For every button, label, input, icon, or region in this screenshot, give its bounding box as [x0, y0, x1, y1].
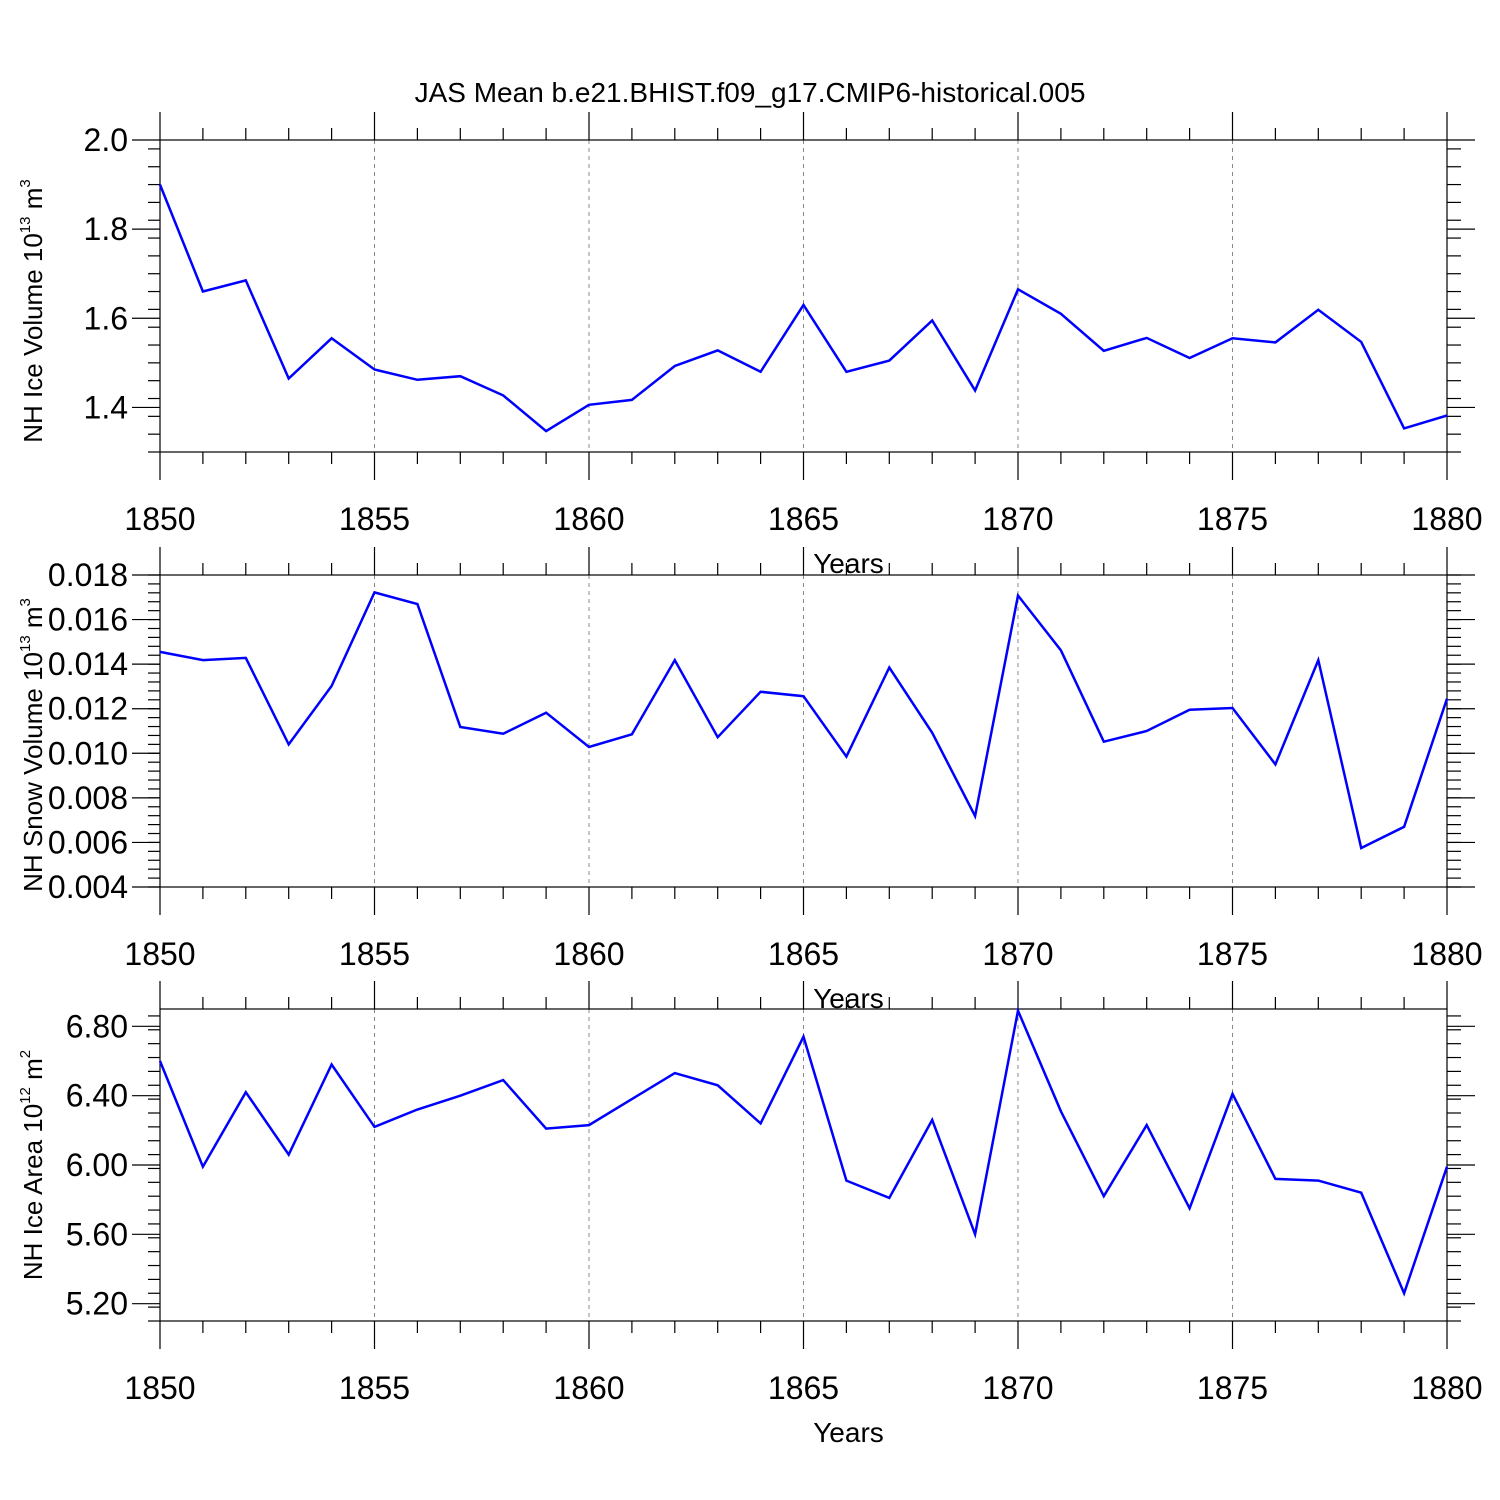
nh-ice-volume-series-line [158, 184, 1448, 433]
y-axis-label: NH Ice Volume 1013 m3 [17, 179, 48, 442]
x-tick-label: 1870 [982, 1370, 1053, 1406]
x-axis-label: Years [813, 548, 884, 579]
nh-snow-volume-panel: 1850 1855 1860 1865 1870 1875 1880 0.004 0.006 0.… [17, 547, 1483, 1014]
y-tick-label: 0.008 [48, 780, 128, 816]
x-tick-label: 1860 [553, 501, 624, 537]
x-tick-label: 1875 [1197, 936, 1268, 972]
nh-ice-area-series-line [158, 1006, 1449, 1297]
x-tick-label: 1875 [1197, 501, 1268, 537]
y-tick-label: 0.014 [48, 646, 128, 682]
y-tick-label: 6.80 [66, 1008, 128, 1044]
x-tick-label: 1850 [124, 936, 195, 972]
x-tick-label: 1880 [1411, 501, 1482, 537]
x-tick-label: 1860 [553, 936, 624, 972]
nh-snow-volume-series-line [159, 590, 1449, 850]
y-axis-label: NH Ice Area 1012 m2 [17, 1050, 48, 1280]
y-tick-label: 6.40 [66, 1078, 128, 1114]
x-tick-label: 1870 [982, 501, 1053, 537]
x-tick-label: 1880 [1411, 936, 1482, 972]
nh-ice-area-panel: 1850 1855 1860 1865 1870 1875 1880 5.20 5.60 6.00… [17, 981, 1483, 1448]
x-tick-label: 1855 [339, 1370, 410, 1406]
x-tick-label: 1860 [553, 1370, 624, 1406]
x-tick-label: 1850 [124, 1370, 195, 1406]
y-tick-label: 0.006 [48, 824, 128, 860]
y-tick-label: 2.0 [84, 122, 128, 158]
y-tick-label: 0.016 [48, 602, 128, 638]
y-tick-label: 5.20 [66, 1286, 128, 1322]
y-tick-label: 5.60 [66, 1216, 128, 1252]
x-tick-label: 1855 [339, 936, 410, 972]
y-tick-label: 0.004 [48, 869, 128, 905]
y-tick-label: 6.00 [66, 1147, 128, 1183]
x-axis-label: Years [813, 1417, 884, 1448]
y-tick-label: 1.8 [84, 211, 128, 247]
x-tick-label: 1880 [1411, 1370, 1482, 1406]
x-tick-label: 1870 [982, 936, 1053, 972]
panels: 1850 1855 1860 1865 1870 1875 1880 1.4 1.6 1.8 2.0… [17, 112, 1483, 1448]
y-tick-label: 0.010 [48, 735, 128, 771]
y-tick-label: 0.018 [48, 557, 128, 593]
x-tick-label: 1875 [1197, 1370, 1268, 1406]
x-tick-label: 1865 [768, 501, 839, 537]
x-tick-label: 1865 [768, 1370, 839, 1406]
y-axis-label: NH Snow Volume 1013 m3 [17, 598, 48, 892]
y-tick-label: 0.012 [48, 691, 128, 727]
nh-ice-volume-panel: 1850 1855 1860 1865 1870 1875 1880 1.4 1.6 1.8 2.0… [17, 112, 1483, 579]
x-tick-label: 1865 [768, 936, 839, 972]
y-tick-label: 1.4 [84, 389, 128, 425]
x-tick-label: 1855 [339, 501, 410, 537]
figure-title: JAS Mean b.e21.BHIST.f09_g17.CMIP6-histo… [415, 77, 1086, 108]
x-tick-label: 1850 [124, 501, 195, 537]
y-tick-label: 1.6 [84, 300, 128, 336]
